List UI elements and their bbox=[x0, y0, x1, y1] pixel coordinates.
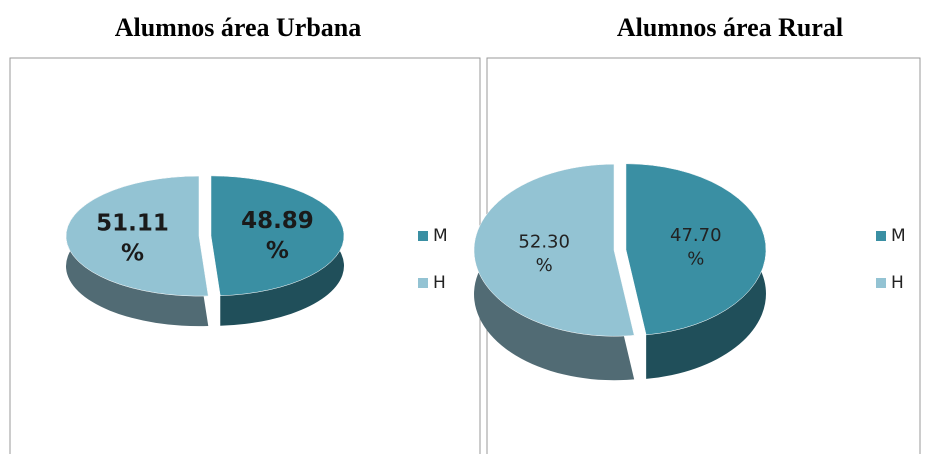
legend-label: H bbox=[433, 273, 446, 293]
legend-label: H bbox=[891, 273, 904, 293]
legend-swatch bbox=[418, 278, 428, 288]
pie-slice bbox=[65, 175, 209, 297]
legend-swatch bbox=[876, 278, 886, 288]
data-label: 51.11% bbox=[96, 210, 169, 266]
legend-label: M bbox=[433, 226, 448, 246]
data-label: 48.89% bbox=[241, 208, 314, 264]
data-label: 52.30% bbox=[518, 232, 570, 276]
pie-slice bbox=[210, 175, 345, 297]
legend-label: M bbox=[891, 226, 906, 246]
legend-swatch bbox=[418, 231, 428, 241]
pie-slice bbox=[625, 163, 767, 336]
legend-swatch bbox=[876, 231, 886, 241]
chart-title: Alumnos área Rural bbox=[617, 13, 843, 42]
data-label: 47.70% bbox=[670, 225, 722, 269]
pie-slice bbox=[473, 163, 635, 337]
chart-title: Alumnos área Urbana bbox=[115, 13, 362, 42]
